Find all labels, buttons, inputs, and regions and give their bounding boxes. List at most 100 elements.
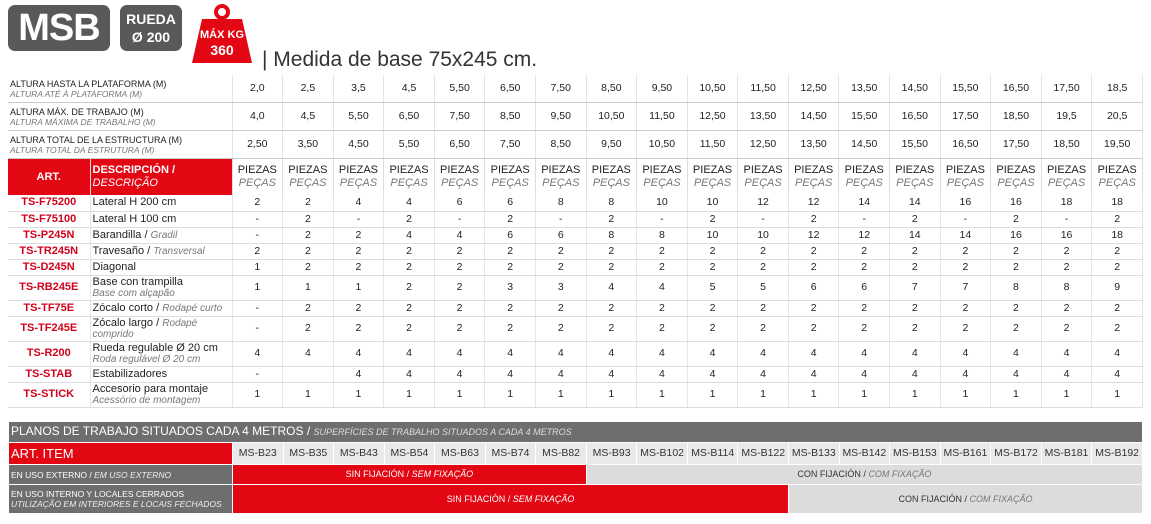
- item-code: MS-B43: [333, 442, 385, 465]
- item-qty: -: [232, 300, 284, 317]
- desc: Diagonal: [92, 260, 136, 273]
- pieces-header: PIEZAS PEÇAS: [434, 158, 486, 195]
- item-qty: 1: [535, 382, 587, 408]
- desc: Barandilla /: [92, 228, 148, 241]
- item-qty: 2: [333, 227, 385, 244]
- pieces: PIEZAS: [288, 164, 328, 176]
- with-fixing: CON FIJACIÓN / COM FIXAÇÃO: [585, 464, 1144, 485]
- item-qty: 1: [232, 382, 284, 408]
- item-qty: 2: [636, 316, 688, 342]
- item-qty: 6: [535, 227, 587, 244]
- pieces-pt: PEÇAS: [795, 177, 833, 189]
- height-value: 14,50: [838, 130, 891, 159]
- item-qty: 2: [383, 300, 435, 317]
- item-qty: 2: [687, 243, 739, 260]
- item-code: MS-B82: [535, 442, 587, 465]
- pieces-header: PIEZAS PEÇAS: [788, 158, 840, 195]
- item-qty: 18: [1041, 195, 1093, 212]
- item-qty: 2: [838, 316, 891, 342]
- item-qty: 14: [838, 195, 891, 212]
- item-code: MS-B102: [636, 442, 688, 465]
- pieces-pt: PEÇAS: [997, 177, 1035, 189]
- pieces: PIEZAS: [642, 164, 682, 176]
- art-item-label: ART. ITEM: [8, 442, 233, 465]
- item-qty: 2: [1041, 243, 1093, 260]
- item-row: TS-P245N Barandilla / Gradil -2 2 4 4 6 6 8 8 10 10…: [8, 227, 1143, 244]
- height-row: ALTURA MÁX. DE TRABAJO (M) ALTURA MÁXIMA …: [8, 102, 1143, 131]
- pieces: PIEZAS: [895, 164, 935, 176]
- height-value: 12,50: [737, 130, 789, 159]
- with: CON FIJACIÓN /: [898, 493, 967, 504]
- height-value: 15,50: [889, 130, 941, 159]
- item-qty: 10: [687, 195, 739, 212]
- desc-pt: Rodapé comprido: [92, 317, 198, 340]
- item-qty: 1: [889, 382, 941, 408]
- item-qty: 4: [1091, 366, 1143, 383]
- pieces-pt: PEÇAS: [592, 177, 630, 189]
- item-qty: 4: [636, 366, 688, 383]
- item-qty: 4: [333, 195, 385, 212]
- desc: Estabilizadores: [92, 367, 168, 380]
- item-qty: -: [838, 211, 891, 228]
- badge: MSB: [8, 5, 110, 51]
- item-qty: 2: [788, 211, 840, 228]
- item-qty: 1: [990, 382, 1042, 408]
- height-value: 3,50: [282, 130, 334, 159]
- item-qty: 2: [990, 259, 1042, 276]
- item-qty: 1: [940, 382, 992, 408]
- height-value: 14,50: [889, 75, 941, 103]
- item-qty: 4: [586, 366, 638, 383]
- item-qty: 2: [737, 316, 789, 342]
- item-qty: 2: [383, 243, 435, 260]
- item-qty: 2: [383, 316, 435, 342]
- pieces-header: PIEZAS PEÇAS: [586, 158, 638, 195]
- platform-title-row: PLANOS DE TRABAJO SITUADOS CADA 4 METROS…: [8, 421, 1143, 443]
- item-qty: 1: [788, 382, 840, 408]
- item-code: MS-B153: [889, 442, 941, 465]
- pieces: PIEZAS: [237, 164, 277, 176]
- item-row: TS-TF75E Zócalo corto / Rodapé curto -2 2 2 2…: [8, 300, 1143, 317]
- item-qty: 2: [990, 300, 1042, 317]
- item-qty: 4: [383, 227, 435, 244]
- height-value: 9,50: [636, 75, 688, 103]
- item-qty: 6: [838, 275, 891, 301]
- item-desc: Rueda regulable Ø 20 cm Roda regulável Ø …: [90, 341, 233, 367]
- height-value: 17,50: [1041, 75, 1093, 103]
- desc: Accesorio para montaje: [92, 382, 209, 395]
- item-desc: Zócalo corto / Rodapé curto: [90, 300, 233, 317]
- height-value: 11,50: [737, 75, 789, 103]
- height-value: 2,50: [232, 130, 284, 159]
- height-value: 4,50: [333, 130, 385, 159]
- desc-pt: Base com alçapão: [92, 287, 175, 299]
- label-pt: ALTURA MÁXIMA DE TRABALHO (M): [10, 116, 156, 127]
- item-qty: 6: [484, 195, 536, 212]
- height-value: 9,50: [535, 102, 587, 131]
- pieces: PIEZAS: [996, 164, 1036, 176]
- item-qty: 1: [838, 382, 891, 408]
- height-value: 6,50: [383, 102, 435, 131]
- height-value: 9,50: [586, 130, 638, 159]
- item-qty: 1: [636, 382, 688, 408]
- item-qty: 6: [484, 227, 536, 244]
- item-qty: 2: [434, 243, 486, 260]
- desc-pt: Gradil: [150, 229, 178, 241]
- item-qty: 2: [535, 300, 587, 317]
- item-qty: 2: [484, 211, 536, 228]
- item-code: MS-B133: [788, 442, 840, 465]
- pieces: PIEZAS: [440, 164, 480, 176]
- item-code: MS-B192: [1091, 442, 1143, 465]
- item-qty: 8: [535, 195, 587, 212]
- pieces-pt: PEÇAS: [289, 177, 327, 189]
- pieces-header: PIEZAS PEÇAS: [383, 158, 435, 195]
- item-desc: Zócalo largo / Rodapé comprido: [90, 316, 233, 342]
- item-code: MS-B23: [232, 442, 284, 465]
- desc: Rueda regulable Ø 20 cm: [92, 341, 218, 354]
- pieces-pt: PEÇAS: [946, 177, 985, 189]
- item-qty: 2: [990, 243, 1042, 260]
- item-qty: 2: [889, 316, 941, 342]
- item-code: TS-D245N: [8, 259, 91, 276]
- pieces: PIEZAS: [945, 164, 985, 176]
- item-qty: -: [737, 211, 789, 228]
- item-codes-row: ART. ITEM MS-B23 MS-B35 MS-B43 MS-B54 MS-B63 M…: [8, 442, 1143, 465]
- item-qty: 4: [889, 341, 941, 367]
